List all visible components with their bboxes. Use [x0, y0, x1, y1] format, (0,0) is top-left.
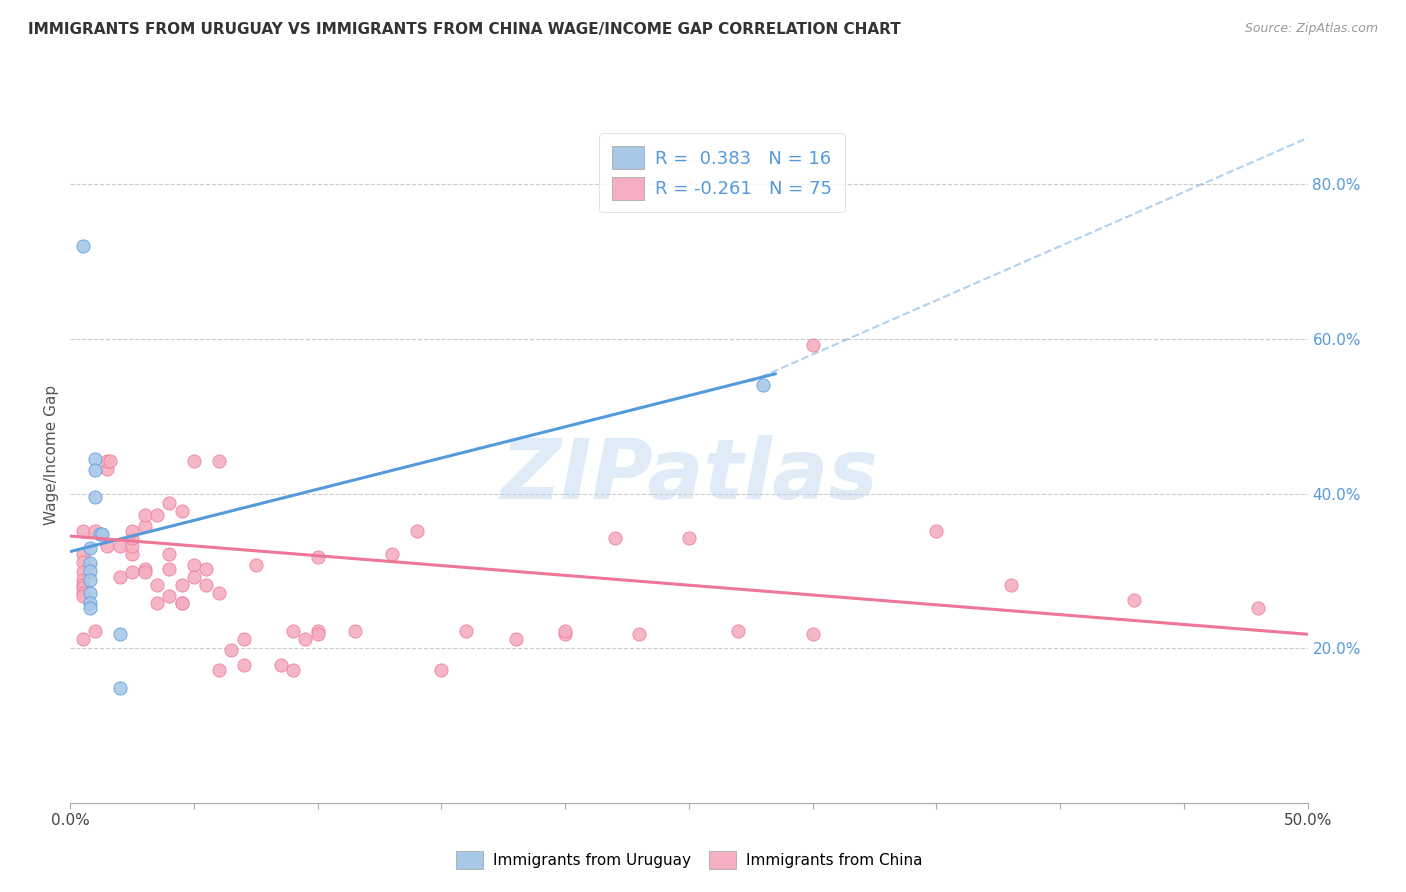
- Point: [801, 338, 824, 352]
- Point: [146, 508, 169, 523]
- Point: [195, 562, 218, 576]
- Point: [307, 624, 329, 639]
- Point: [84, 463, 107, 477]
- Point: [72, 581, 94, 595]
- Point: [170, 596, 193, 610]
- Point: [245, 558, 267, 572]
- Point: [157, 496, 180, 510]
- Point: [157, 547, 180, 561]
- Point: [925, 524, 948, 538]
- Point: [208, 454, 231, 468]
- Point: [554, 627, 576, 641]
- Y-axis label: Wage/Income Gap: Wage/Income Gap: [44, 384, 59, 525]
- Point: [170, 578, 193, 592]
- Point: [108, 681, 131, 696]
- Point: [134, 566, 156, 580]
- Point: [134, 519, 156, 533]
- Point: [72, 573, 94, 587]
- Point: [72, 589, 94, 603]
- Point: [79, 541, 101, 555]
- Point: [84, 524, 107, 538]
- Point: [801, 627, 824, 641]
- Point: [134, 562, 156, 576]
- Point: [79, 573, 101, 587]
- Point: [121, 539, 143, 553]
- Point: [121, 547, 143, 561]
- Point: [1000, 578, 1022, 592]
- Legend: Immigrants from Uruguay, Immigrants from China: Immigrants from Uruguay, Immigrants from…: [450, 846, 928, 875]
- Point: [232, 632, 254, 646]
- Point: [183, 570, 205, 584]
- Text: ZIPatlas: ZIPatlas: [501, 435, 877, 516]
- Point: [72, 566, 94, 580]
- Point: [727, 624, 749, 639]
- Point: [1247, 601, 1270, 615]
- Point: [208, 585, 231, 599]
- Point: [96, 454, 118, 468]
- Point: [79, 556, 101, 570]
- Point: [146, 578, 169, 592]
- Point: [89, 526, 111, 541]
- Point: [183, 558, 205, 572]
- Point: [343, 624, 366, 639]
- Point: [170, 503, 193, 517]
- Point: [208, 663, 231, 677]
- Point: [307, 627, 329, 641]
- Point: [219, 642, 242, 657]
- Point: [628, 627, 651, 641]
- Point: [72, 239, 94, 253]
- Point: [430, 663, 453, 677]
- Point: [98, 454, 121, 468]
- Point: [281, 624, 304, 639]
- Point: [456, 624, 478, 639]
- Point: [232, 658, 254, 673]
- Point: [72, 555, 94, 569]
- Point: [79, 601, 101, 615]
- Point: [84, 451, 107, 466]
- Point: [270, 658, 292, 673]
- Point: [79, 585, 101, 599]
- Point: [96, 462, 118, 476]
- Point: [603, 532, 626, 546]
- Point: [554, 624, 576, 639]
- Point: [381, 547, 404, 561]
- Point: [79, 596, 101, 610]
- Point: [121, 524, 143, 538]
- Point: [72, 524, 94, 538]
- Point: [281, 663, 304, 677]
- Point: [183, 454, 205, 468]
- Point: [108, 539, 131, 553]
- Point: [108, 627, 131, 641]
- Point: [294, 632, 316, 646]
- Point: [405, 524, 427, 538]
- Point: [307, 549, 329, 564]
- Point: [121, 566, 143, 580]
- Point: [84, 491, 107, 505]
- Point: [72, 547, 94, 561]
- Point: [72, 632, 94, 646]
- Point: [505, 632, 527, 646]
- Point: [108, 570, 131, 584]
- Point: [157, 589, 180, 603]
- Point: [134, 508, 156, 523]
- Point: [91, 526, 114, 541]
- Text: IMMIGRANTS FROM URUGUAY VS IMMIGRANTS FROM CHINA WAGE/INCOME GAP CORRELATION CHA: IMMIGRANTS FROM URUGUAY VS IMMIGRANTS FR…: [28, 22, 901, 37]
- Point: [752, 378, 775, 392]
- Point: [146, 596, 169, 610]
- Point: [170, 596, 193, 610]
- Point: [79, 564, 101, 578]
- Point: [96, 539, 118, 553]
- Point: [195, 578, 218, 592]
- Point: [678, 532, 700, 546]
- Point: [72, 578, 94, 592]
- Text: Source: ZipAtlas.com: Source: ZipAtlas.com: [1244, 22, 1378, 36]
- Point: [157, 562, 180, 576]
- Point: [1123, 593, 1146, 607]
- Point: [121, 532, 143, 546]
- Point: [72, 585, 94, 599]
- Point: [84, 624, 107, 639]
